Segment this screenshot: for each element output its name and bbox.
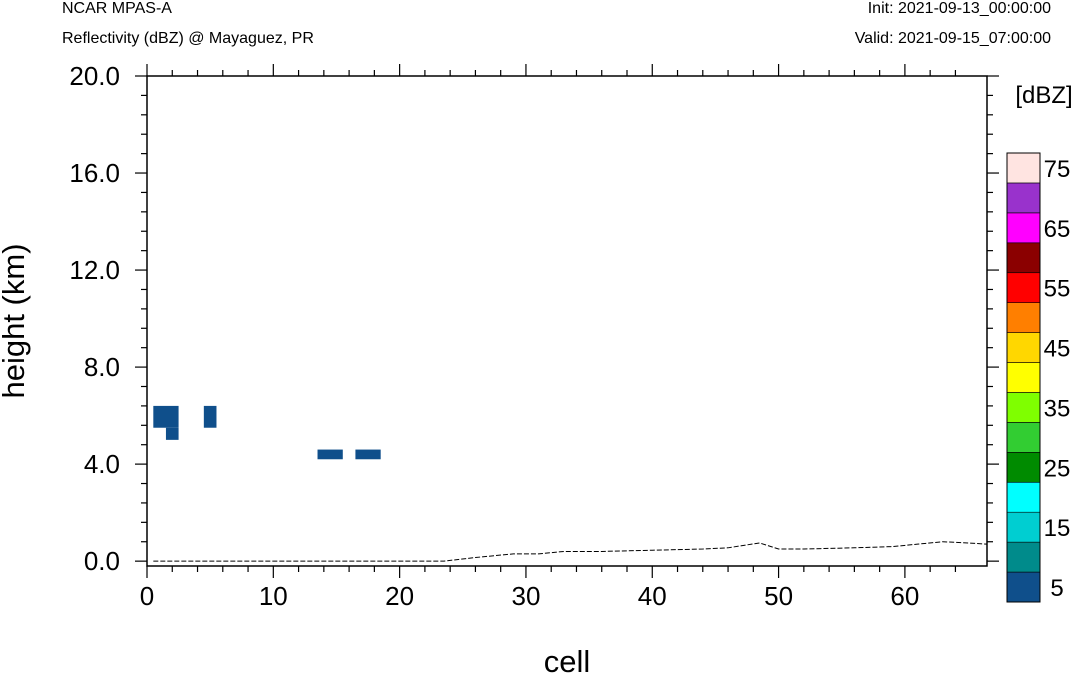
plot-frame [146,75,988,567]
y-axis-title: height (km) [0,243,31,398]
terrain-line [153,541,988,562]
y-tick-label: 0.0 [84,546,120,576]
reflectivity-cell [153,405,179,428]
colorbar-swatch [1006,182,1041,214]
model-name: NCAR MPAS-A [62,0,172,17]
colorbar-swatch [1006,541,1041,573]
colorbar-label: 45 [1044,336,1071,363]
colorbar-swatch [1006,152,1041,184]
colorbar-label: 5 [1050,575,1063,602]
colorbar-swatch [1006,452,1041,483]
reflectivity-cell [203,405,217,428]
colorbar-swatch [1006,571,1041,603]
colorbar-swatch [1006,392,1041,423]
y-tick-label: 12.0 [69,255,120,285]
colorbar-swatch [1006,212,1041,244]
field-description: Reflectivity (dBZ) @ Mayaguez, PR [62,30,314,47]
y-tick-label: 8.0 [84,352,120,382]
x-tick-label: 20 [385,581,414,611]
reflectivity-cell [355,449,381,460]
x-tick-label: 30 [511,581,540,611]
y-tick-label: 4.0 [84,449,120,479]
y-tick-label: 16.0 [69,158,120,188]
reflectivity-cells [153,405,381,460]
x-tick-labels: 0 10 20 30 40 50 60 [140,581,920,611]
y-tick-labels: 0.0 4.0 8.0 12.0 16.0 20.0 [69,61,120,576]
colorbar-swatch [1006,332,1041,363]
x-tick-label: 0 [140,581,154,611]
colorbar-title: [dBZ] [1015,82,1072,109]
colorbar-labels: 5 15 25 35 45 55 65 75 [1044,156,1071,602]
colorbar-label: 75 [1044,156,1071,183]
colorbar-swatch [1006,302,1041,333]
x-tick-label: 50 [764,581,793,611]
colorbar-label: 25 [1044,455,1071,482]
terrain-layer [153,541,988,562]
x-axis-title: cell [544,644,591,677]
colorbar-swatch [1006,422,1041,453]
colorbar-label: 15 [1044,515,1071,542]
axis-ticks [135,64,999,578]
colorbar-swatch [1006,242,1041,274]
colorbar-swatch [1006,362,1041,393]
x-tick-label: 60 [890,581,919,611]
colorbar-swatch [1006,272,1041,303]
colorbar [1006,152,1041,603]
colorbar-label: 35 [1044,395,1071,422]
y-tick-label: 20.0 [69,61,120,91]
colorbar-label: 55 [1044,276,1071,303]
reflectivity-cell [317,449,343,460]
colorbar-label: 65 [1044,216,1071,243]
colorbar-frame [1006,152,1041,603]
valid-time: Valid: 2021-09-15_07:00:00 [854,30,1051,47]
colorbar-swatch [1006,511,1041,543]
init-time: Init: 2021-09-13_00:00:00 [867,0,1051,17]
reflectivity-cell [165,427,179,440]
x-tick-label: 10 [259,581,288,611]
colorbar-swatch [1006,481,1041,513]
x-tick-label: 40 [638,581,667,611]
